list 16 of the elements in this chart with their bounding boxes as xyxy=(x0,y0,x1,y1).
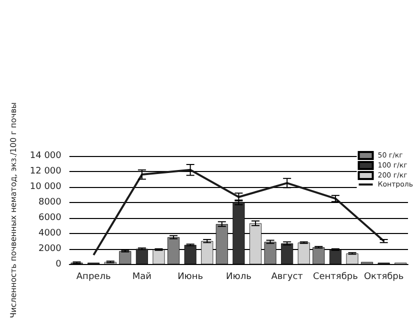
x-tick-label: Апрель xyxy=(76,272,111,282)
x-tick-label: Июнь xyxy=(178,272,204,282)
y-tick-label: 2000 xyxy=(38,244,62,254)
y-tick-label: 4000 xyxy=(38,228,62,238)
y-tick-label: 0 xyxy=(56,259,62,270)
y-tick-label: 8000 xyxy=(38,197,62,208)
y-tick-label: 12 000 xyxy=(30,166,62,176)
x-tick-label: Июль xyxy=(226,272,252,282)
x-tick-label: Октябрь xyxy=(364,272,404,282)
y-tick-label: 10 000 xyxy=(30,182,62,192)
y-tick-label: 14 000 xyxy=(30,151,62,161)
x-tick-label: Сентябрь xyxy=(312,272,358,282)
y-tick-label: 6000 xyxy=(38,212,62,223)
x-tick-label: Май xyxy=(132,272,152,282)
y-axis-title: Численность почвенных нематод, экз./100 г почвы xyxy=(9,102,18,318)
x-tick-label: Август xyxy=(271,272,303,282)
